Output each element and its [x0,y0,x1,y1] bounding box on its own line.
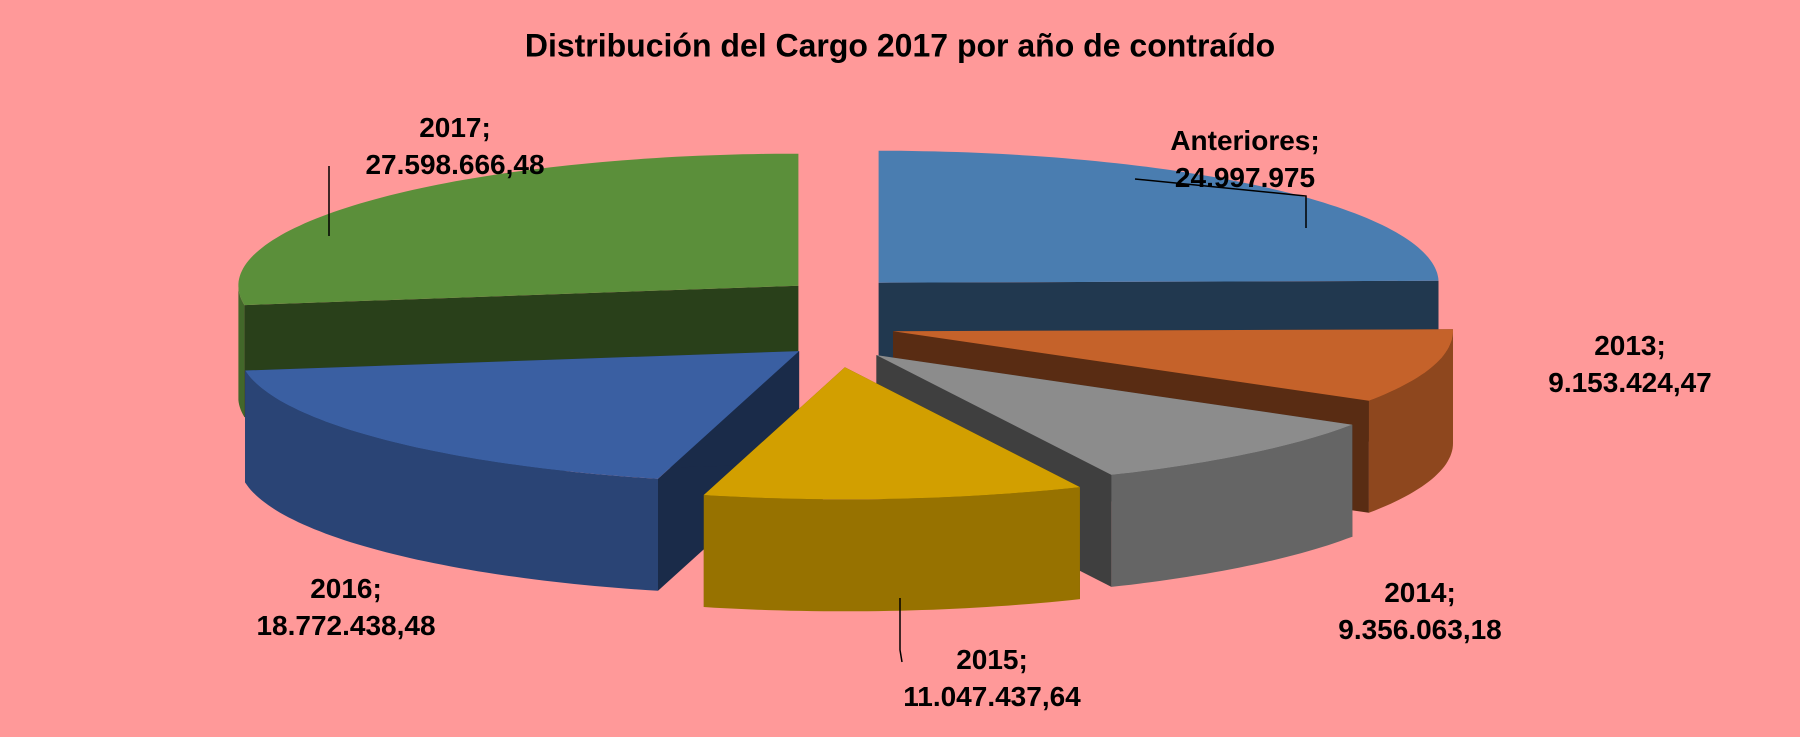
data-label-category: 2014 [1384,577,1447,608]
leader-line [899,598,903,663]
data-label-separator: ; [1656,330,1665,361]
data-label: 2016; 18.772.438,48 [256,573,435,641]
pie [238,150,1453,612]
chart-title: Distribución del Cargo 2017 por año de c… [525,27,1275,63]
slice [876,355,1353,475]
data-label-value: 24.997.975 [1175,162,1315,193]
data-label-separator: ; [1018,644,1027,675]
data-label-category: 2017 [419,112,481,143]
data-label-separator: ; [372,573,381,604]
data-label: 2015; 11.047.437,64 [903,644,1081,712]
data-label-value: 11.047.437,64 [903,681,1081,712]
data-label: 2013; 9.153.424,47 [1548,330,1712,398]
data-label-category: Anteriores [1170,125,1310,156]
data-label-value: 9.356.063,18 [1338,614,1502,645]
slice-wall [1368,331,1453,513]
data-label: 2017; 27.598.666,48 [365,112,544,180]
data-label-separator: ; [481,112,490,143]
data-label-category: 2016 [310,573,372,604]
slice-wall [703,487,1080,612]
data-label-separator: ; [1310,125,1319,156]
slice [893,329,1453,401]
data-label-value: 18.772.438,48 [256,610,435,641]
data-label: Anteriores; 24.997.975 [1170,125,1319,193]
slice [878,150,1439,283]
leader-line [1134,178,1307,228]
slice [238,153,799,306]
data-label-separator: ; [1446,577,1455,608]
slice-wall [1111,424,1353,587]
slice [245,351,800,479]
data-label-value: 9.153.424,47 [1548,367,1712,398]
data-label-category: 2013 [1594,330,1656,361]
data-label: 2014; 9.356.063,18 [1338,577,1502,645]
slice-wall [245,370,658,591]
data-label-category: 2015 [956,644,1018,675]
data-label-value: 27.598.666,48 [365,149,544,180]
slice [703,367,1080,500]
slice-wall [238,285,245,418]
